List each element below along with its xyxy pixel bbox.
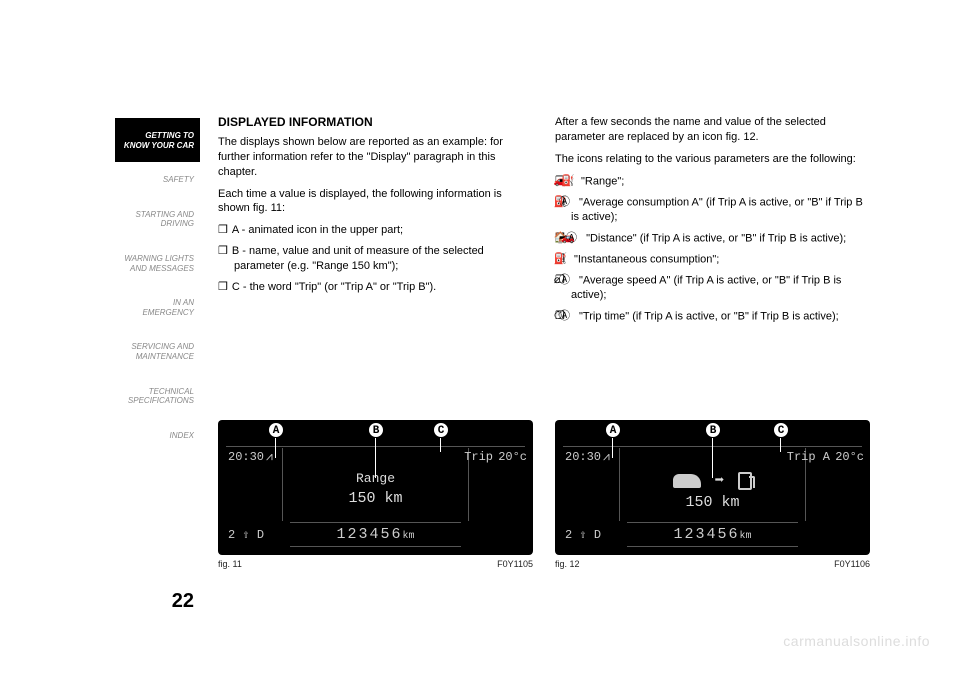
road-icon: ⩘ bbox=[603, 450, 610, 464]
left-column: DISPLAYED INFORMATION The displays shown… bbox=[218, 115, 528, 301]
paragraph: The icons relating to the various parame… bbox=[555, 152, 865, 167]
sidebar-nav: GETTING TO KNOW YOUR CAR SAFETY STARTING… bbox=[115, 118, 200, 452]
callout-c: C bbox=[773, 422, 789, 438]
sidebar-item-starting-driving: STARTING AND DRIVING bbox=[115, 197, 200, 241]
odometer: 123456km bbox=[627, 522, 798, 547]
callout-a: A bbox=[605, 422, 621, 438]
page-number: 22 bbox=[115, 590, 200, 613]
page: GETTING TO KNOW YOUR CAR SAFETY STARTING… bbox=[0, 0, 960, 679]
callout-b: B bbox=[368, 422, 384, 438]
fuel-pump-icon bbox=[738, 472, 752, 490]
section-heading: DISPLAYED INFORMATION bbox=[218, 115, 528, 129]
bullet-text: "Trip time" (if Trip A is active, or "B"… bbox=[579, 310, 839, 322]
bullet-text: "Average consumption A" (if Trip A is ac… bbox=[571, 196, 863, 223]
bullet-text: "Range"; bbox=[581, 175, 624, 187]
callout-line bbox=[275, 438, 276, 458]
bullet-item: 🏠 ➡🚗 Ⓐ "Distance" (if Trip A is active, … bbox=[555, 231, 865, 246]
callout-line bbox=[780, 438, 781, 452]
odometer-unit: km bbox=[403, 531, 415, 542]
figure-code: F0Y1105 bbox=[497, 559, 533, 569]
callout-line bbox=[612, 438, 613, 458]
callout-b: B bbox=[705, 422, 721, 438]
clock-value: 20:30 bbox=[565, 450, 601, 464]
bullet-item: ⌀ Ⓐ "Average speed A" (if Trip A is acti… bbox=[555, 273, 865, 303]
sidebar-item-servicing: SERVICING AND MAINTENANCE bbox=[115, 329, 200, 373]
bullet-item: ⛽ "Instantaneous consumption"; bbox=[555, 252, 865, 267]
odometer-value: 123456 bbox=[673, 526, 739, 543]
paragraph: Each time a value is displayed, the foll… bbox=[218, 187, 528, 217]
odometer-value: 123456 bbox=[336, 526, 402, 543]
paragraph: After a few seconds the name and value o… bbox=[555, 115, 865, 145]
gear-indicator: 2 ⇧ D bbox=[565, 527, 601, 542]
range-value: 150 km bbox=[288, 488, 463, 509]
sidebar-item-safety: SAFETY bbox=[115, 162, 200, 197]
bullet-item: ⛽ Ⓐ "Average consumption A" (if Trip A i… bbox=[555, 195, 865, 225]
trip-label: Trip A bbox=[787, 450, 830, 464]
figure-11: A B C 20:30 ⩘ Trip 20°c Range 150 km 2 ⇧… bbox=[218, 420, 533, 569]
sidebar-item-emergency: IN AN EMERGENCY bbox=[115, 285, 200, 329]
odometer: 123456km bbox=[290, 522, 461, 547]
callout-c: C bbox=[433, 422, 449, 438]
callout-a: A bbox=[268, 422, 284, 438]
bullet-text: "Instantaneous consumption"; bbox=[574, 253, 719, 265]
bullet-text: "Distance" (if Trip A is active, or "B" … bbox=[586, 232, 846, 244]
gear-indicator: 2 ⇧ D bbox=[228, 527, 264, 542]
clock-value: 20:30 bbox=[228, 450, 264, 464]
bullet-text: "Average speed A" (if Trip A is active, … bbox=[571, 274, 841, 301]
temperature-value: 20°c bbox=[835, 450, 864, 464]
sidebar-item-technical: TECHNICAL SPECIFICATIONS bbox=[115, 374, 200, 418]
figure-label: fig. 11 bbox=[218, 559, 242, 569]
figure-12: A B C 20:30 ⩘ Trip A 20°c ➡ 150 km bbox=[555, 420, 870, 569]
display-bottombar: 2 ⇧ D 123456km bbox=[555, 521, 870, 547]
figure-caption: fig. 12 F0Y1106 bbox=[555, 559, 870, 569]
bullet-item: 🚗 ➡⛽ "Range"; bbox=[555, 174, 865, 189]
instrument-display: A B C 20:30 ⩘ Trip A 20°c ➡ 150 km bbox=[555, 420, 870, 555]
callout-line bbox=[440, 438, 441, 452]
display-bottombar: 2 ⇧ D 123456km bbox=[218, 521, 533, 547]
figure-code: F0Y1106 bbox=[834, 559, 870, 569]
odometer-unit: km bbox=[740, 531, 752, 542]
range-value: 150 km bbox=[625, 492, 800, 513]
figure-label: fig. 12 bbox=[555, 559, 580, 569]
watermark: carmanualsonline.info bbox=[783, 633, 930, 649]
bullet-item: A - animated icon in the upper part; bbox=[218, 223, 528, 238]
callout-line bbox=[712, 438, 713, 478]
paragraph: The displays shown below are reported as… bbox=[218, 135, 528, 180]
bullet-item: C - the word "Trip" (or "Trip A" or "Tri… bbox=[218, 280, 528, 295]
sidebar-item-warning-lights: WARNING LIGHTS AND MESSAGES bbox=[115, 241, 200, 285]
car-icon bbox=[673, 474, 701, 488]
callout-line bbox=[375, 438, 376, 478]
sidebar-item-getting-to-know: GETTING TO KNOW YOUR CAR bbox=[115, 118, 200, 162]
trip-label: Trip bbox=[464, 450, 493, 464]
temperature-value: 20°c bbox=[498, 450, 527, 464]
arrow-icon: ➡ bbox=[715, 470, 725, 492]
right-column: After a few seconds the name and value o… bbox=[555, 115, 865, 330]
bullet-item: B - name, value and unit of measure of t… bbox=[218, 244, 528, 274]
figure-caption: fig. 11 F0Y1105 bbox=[218, 559, 533, 569]
sidebar-item-index: INDEX bbox=[115, 418, 200, 453]
instrument-display: A B C 20:30 ⩘ Trip 20°c Range 150 km 2 ⇧… bbox=[218, 420, 533, 555]
road-icon: ⩘ bbox=[266, 450, 273, 464]
bullet-item: ⏱ Ⓐ "Trip time" (if Trip A is active, or… bbox=[555, 309, 865, 324]
